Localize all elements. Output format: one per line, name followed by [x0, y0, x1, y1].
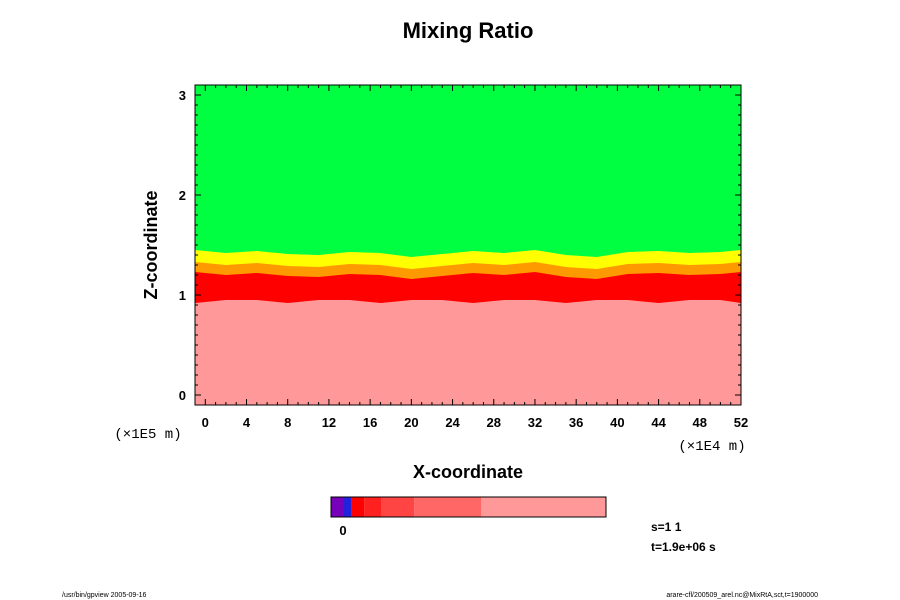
- x-tick-label: 40: [610, 415, 624, 430]
- x-tick-label: 36: [569, 415, 583, 430]
- x-tick-label: 24: [445, 415, 460, 430]
- x-tick-label: 20: [404, 415, 418, 430]
- plot-area: [194, 84, 742, 406]
- colorbar-frame: [330, 496, 607, 518]
- y-tick-label: 0: [179, 388, 186, 403]
- y-tick-label: 3: [179, 88, 186, 103]
- colorbar-tick-label: 0: [339, 523, 346, 538]
- footer-right: arare-cfl/200509_arel.nc@MixRtA,sct,t=19…: [666, 592, 818, 599]
- colorbar-segment: [364, 497, 381, 517]
- colorbar-segment: [381, 497, 415, 517]
- x-tick-label: 52: [734, 415, 748, 430]
- y-axis-label: Z-coordinate: [141, 190, 161, 299]
- x-tick-label: 28: [487, 415, 501, 430]
- slice-info: s=1 1: [651, 520, 682, 534]
- time-info: t=1.9e+06 s: [651, 540, 716, 554]
- y-tick-label: 1: [179, 288, 186, 303]
- footer-left: /usr/bin/gpview 2005-09-16: [62, 592, 147, 599]
- x-tick-label: 12: [322, 415, 336, 430]
- x-tick-label: 32: [528, 415, 542, 430]
- y-scale-label: (×1E5 m): [114, 427, 181, 443]
- x-tick-label: 8: [284, 415, 291, 430]
- colorbar-segment: [414, 497, 481, 517]
- x-tick-label: 0: [202, 415, 209, 430]
- y-tick-label: 2: [179, 188, 186, 203]
- x-axis-label: X-coordinate: [413, 462, 523, 482]
- x-tick-label: 4: [243, 415, 251, 430]
- x-tick-label: 48: [693, 415, 707, 430]
- colorbar-segment: [481, 497, 606, 517]
- colorbar: [330, 496, 607, 518]
- region-lower: [195, 300, 741, 405]
- x-tick-label: 44: [651, 415, 666, 430]
- x-scale-label: (×1E4 m): [678, 439, 745, 455]
- colorbar-segment: [331, 497, 344, 517]
- x-axis-ticks: 0 4 8 12 16 20 24 28 32 36 40 44 48 52: [202, 415, 749, 430]
- colorbar-segment: [343, 497, 352, 517]
- chart-title: Mixing Ratio: [403, 18, 534, 43]
- x-tick-label: 16: [363, 415, 377, 430]
- colorbar-segment: [351, 497, 365, 517]
- y-axis-ticks: 0 1 2 3: [179, 88, 186, 403]
